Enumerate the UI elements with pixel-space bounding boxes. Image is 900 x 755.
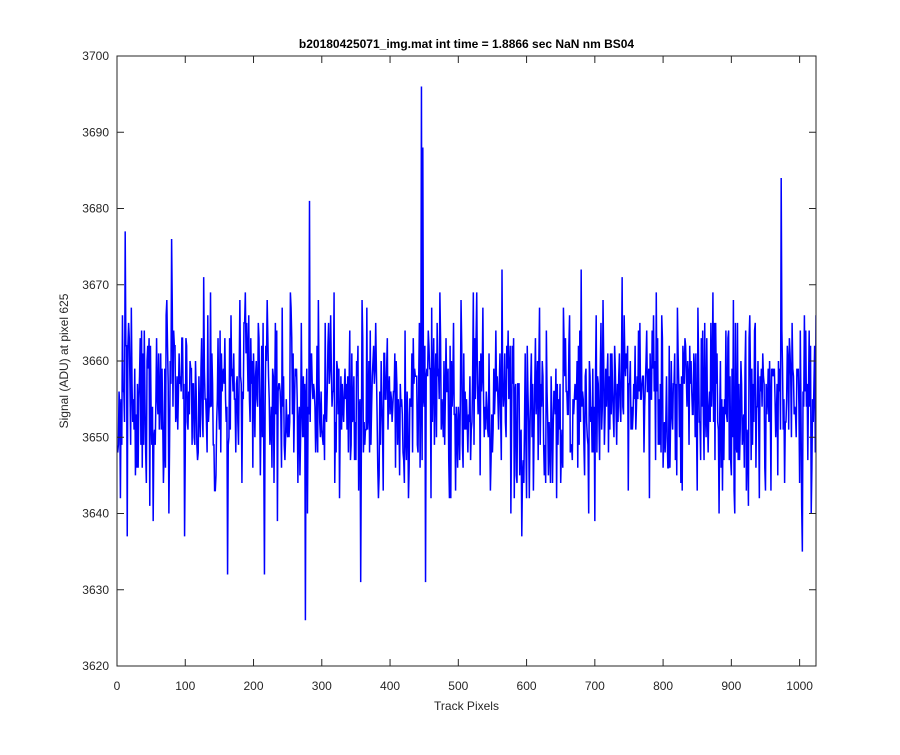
x-axis: 0 100 200 300 400 500 600 700 800 900 1000	[114, 56, 813, 693]
y-tick-label: 3700	[82, 49, 109, 63]
x-tick-label: 0	[114, 679, 121, 693]
x-tick-label: 500	[448, 679, 468, 693]
x-tick-label: 900	[721, 679, 741, 693]
y-tick-label: 3620	[82, 659, 109, 673]
y-tick-label: 3640	[82, 507, 109, 521]
x-tick-label: 1000	[786, 679, 813, 693]
x-tick-label: 300	[312, 679, 332, 693]
x-tick-label: 800	[653, 679, 673, 693]
series-layer	[117, 86, 816, 621]
x-tick-label: 700	[585, 679, 605, 693]
y-tick-label: 3690	[82, 125, 109, 139]
y-tick-label: 3670	[82, 278, 109, 292]
chart-title: b20180425071_img.mat int time = 1.8866 s…	[299, 37, 635, 51]
x-tick-label: 600	[517, 679, 537, 693]
x-tick-label: 100	[175, 679, 195, 693]
y-axis: 3620 3630 3640 3650 3660 3670 3680 3690 3700	[82, 49, 816, 673]
x-axis-label: Track Pixels	[434, 699, 499, 713]
y-tick-label: 3660	[82, 354, 109, 368]
y-tick-label: 3630	[82, 583, 109, 597]
x-tick-label: 200	[244, 679, 264, 693]
y-tick-label: 3680	[82, 202, 109, 216]
x-tick-label: 400	[380, 679, 400, 693]
y-tick-label: 3650	[82, 430, 109, 444]
y-axis-label: Signal (ADU) at pixel 625	[57, 293, 71, 428]
signal-series-line	[117, 86, 816, 621]
